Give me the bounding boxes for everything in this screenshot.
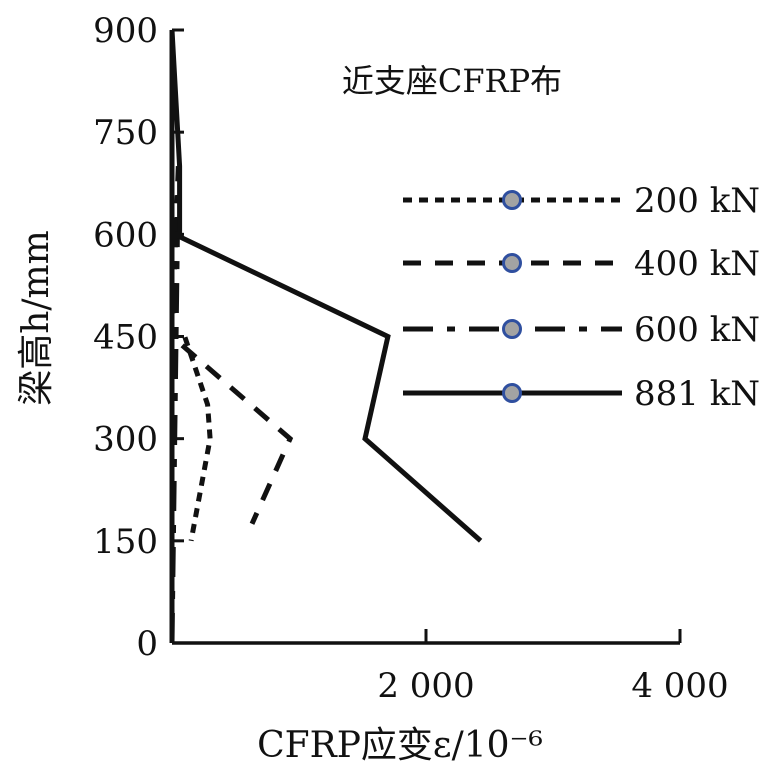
y-tick-label: 300 xyxy=(93,420,158,460)
legend-marker-2 xyxy=(502,253,522,273)
series-layer xyxy=(169,29,483,644)
legend-label-3: 600 kN xyxy=(634,310,760,350)
y-tick-label: 150 xyxy=(93,522,158,562)
legend-marker-1 xyxy=(502,190,522,210)
x-tick-label: 4 000 xyxy=(631,666,728,706)
y-tick-label: 450 xyxy=(93,318,158,358)
axes: 0 150 300 450 600 750 900 2 000 4 000 xyxy=(93,11,729,706)
y-tick-label: 0 xyxy=(136,624,158,664)
series-line-2 xyxy=(169,331,294,643)
y-tick-label: 750 xyxy=(93,113,158,153)
x-axis-title: CFRP应变ε/10⁻⁶ xyxy=(257,725,543,766)
legend: 200 kN 400 kN 600 kN 881 kN xyxy=(403,181,760,414)
y-tick-label: 900 xyxy=(93,11,158,51)
chart-annotation: 近支座CFRP布 xyxy=(342,62,562,100)
y-axis-title: 梁高h/mm xyxy=(16,230,57,406)
legend-marker-3 xyxy=(502,319,522,339)
legend-label-1: 200 kN xyxy=(634,181,760,221)
y-tick-label: 600 xyxy=(93,215,158,255)
series-line-1 xyxy=(169,334,213,643)
legend-marker-4 xyxy=(502,383,522,403)
legend-label-2: 400 kN xyxy=(634,244,760,284)
x-tick-label: 2 000 xyxy=(377,666,474,706)
legend-label-4: 881 kN xyxy=(634,374,760,414)
series-line-4 xyxy=(169,29,483,643)
